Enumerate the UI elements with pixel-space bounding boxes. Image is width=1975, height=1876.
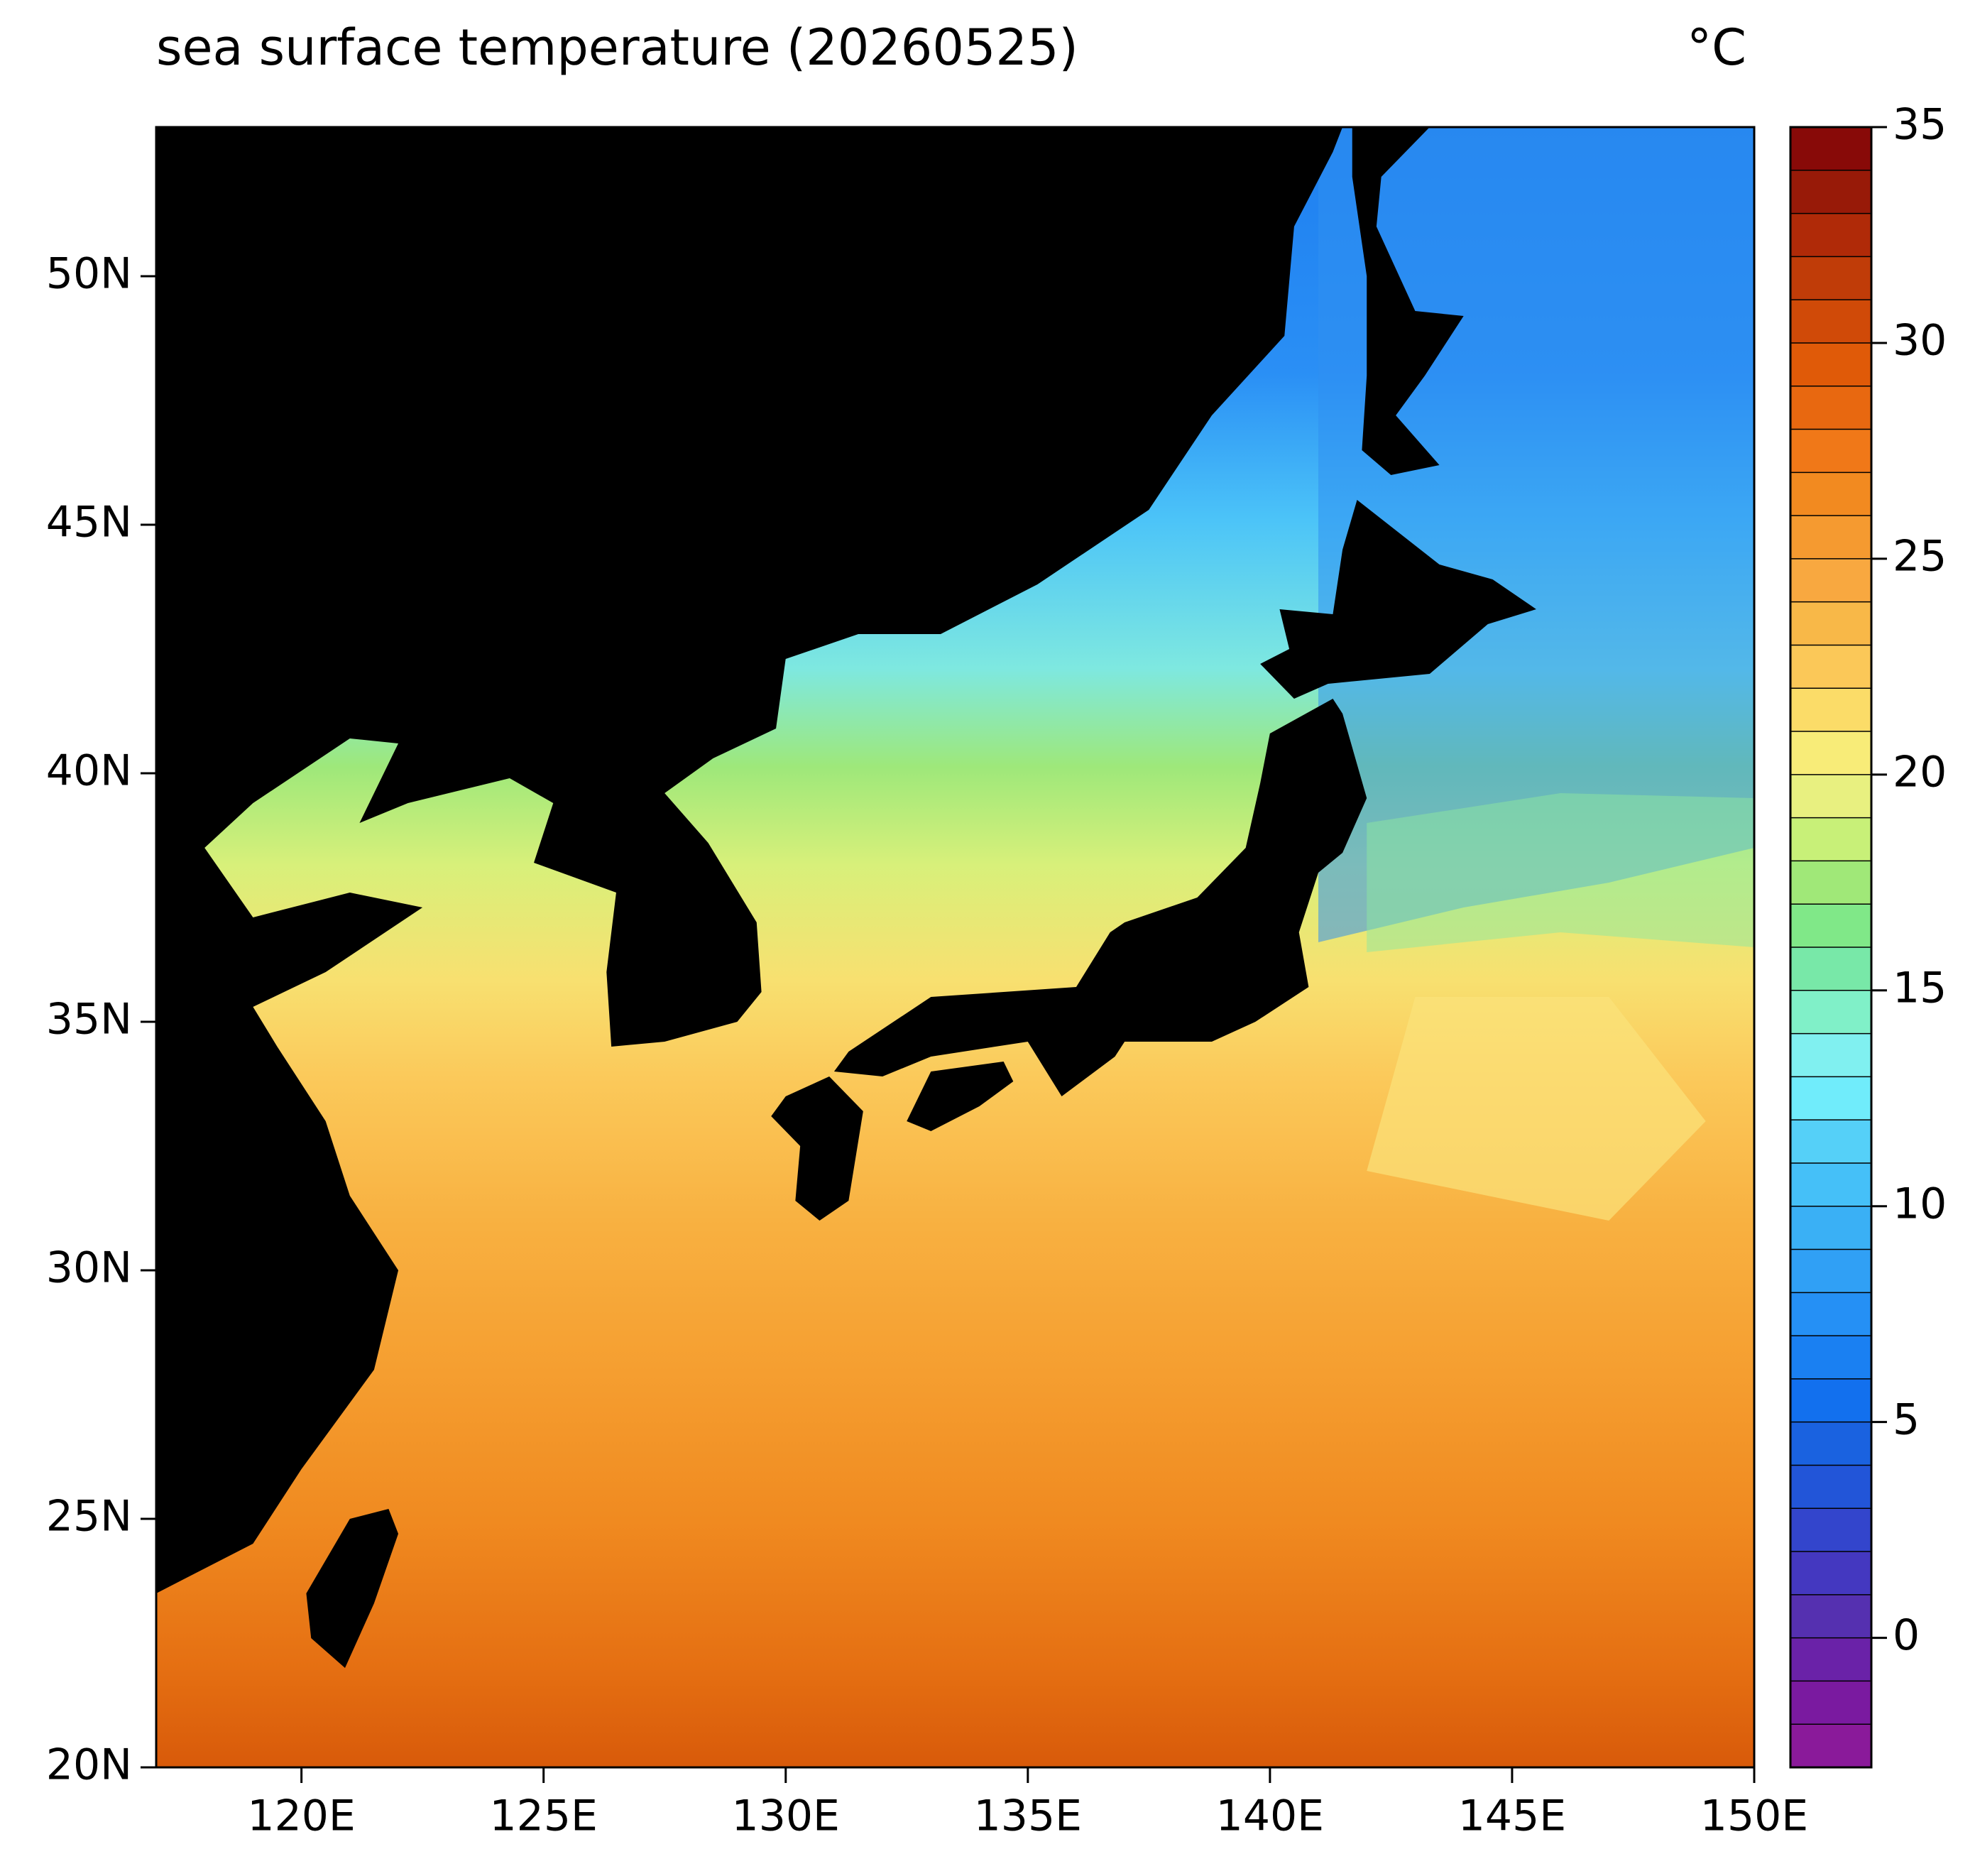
y-tick-label: 25N: [46, 1492, 132, 1542]
land: [306, 1509, 399, 1668]
colorbar-level: [1790, 342, 1871, 387]
colorbar-level: [1790, 256, 1871, 300]
colorbar-level: [1790, 731, 1871, 775]
colorbar-level: [1790, 1681, 1871, 1725]
colorbar-tick-label: 20: [1893, 747, 1947, 797]
colorbar-level: [1790, 1594, 1871, 1639]
chart-title: sea surface temperature (20260525): [156, 18, 1078, 77]
colorbar-level: [1790, 817, 1871, 861]
colorbar-unit: °C: [1687, 18, 1746, 77]
x-tick-label: 130E: [732, 1792, 840, 1841]
colorbar-level: [1790, 947, 1871, 991]
x-tick-label: 135E: [974, 1792, 1082, 1841]
colorbar-tick-label: 35: [1893, 100, 1947, 150]
x-tick-label: 140E: [1216, 1792, 1324, 1841]
colorbar-level: [1790, 1336, 1871, 1380]
map-area: [156, 127, 1754, 1767]
colorbar-level: [1790, 1551, 1871, 1596]
colorbar-level: [1790, 1292, 1871, 1336]
colorbar-tick-label: 5: [1893, 1395, 1920, 1444]
colorbar-level: [1790, 1033, 1871, 1077]
colorbar-level: [1790, 558, 1871, 603]
y-tick-label: 45N: [46, 498, 132, 547]
warm-eddy: [1367, 997, 1706, 1221]
land: [156, 127, 1343, 1593]
x-tick-label: 150E: [1700, 1792, 1808, 1841]
land: [833, 699, 1367, 1096]
x-tick-label: 120E: [247, 1792, 355, 1841]
map-shapes: [156, 127, 1754, 1668]
colorbar-level: [1790, 516, 1871, 560]
y-tick-label: 40N: [46, 746, 132, 796]
land: [1260, 500, 1536, 699]
land: [771, 1076, 863, 1221]
colorbar-level: [1790, 645, 1871, 689]
colorbar-level: [1790, 1206, 1871, 1250]
colorbar-level: [1790, 774, 1871, 819]
colorbar-level: [1790, 1724, 1871, 1768]
colorbar-tick-label: 30: [1893, 316, 1947, 366]
y-tick-label: 30N: [46, 1243, 132, 1293]
colorbar-level: [1790, 127, 1871, 171]
colorbar-level: [1790, 1076, 1871, 1120]
colorbar-frame: [1789, 126, 1873, 1769]
colorbar-level: [1790, 386, 1871, 430]
colorbar-level: [1790, 213, 1871, 257]
land: [907, 1062, 1014, 1131]
colorbar-level: [1790, 300, 1871, 344]
colorbar-level: [1790, 1249, 1871, 1293]
colorbar-level: [1790, 1378, 1871, 1423]
colorbar-level: [1790, 904, 1871, 948]
x-tick-label: 125E: [489, 1792, 597, 1841]
land: [1352, 127, 1464, 475]
y-tick-label: 20N: [46, 1740, 132, 1790]
y-tick-label: 50N: [46, 249, 132, 299]
colorbar-level: [1790, 1465, 1871, 1509]
x-tick-label: 145E: [1458, 1792, 1566, 1841]
colorbar-level: [1790, 1637, 1871, 1681]
colorbar-tick-label: 10: [1893, 1179, 1947, 1228]
y-tick-label: 35N: [46, 995, 132, 1045]
colorbar-tick-label: 15: [1893, 963, 1947, 1013]
colorbar-level: [1790, 1422, 1871, 1466]
colorbar-level: [1790, 1120, 1871, 1164]
colorbar-level: [1790, 1508, 1871, 1552]
colorbar-level: [1790, 861, 1871, 905]
colorbar-level: [1790, 170, 1871, 214]
colorbar-level: [1790, 429, 1871, 473]
colorbar-tick-label: 0: [1893, 1610, 1920, 1660]
colorbar-tick-label: 25: [1893, 531, 1947, 581]
colorbar-level: [1790, 601, 1871, 645]
plot-frame: [155, 126, 1756, 1769]
colorbar-level: [1790, 688, 1871, 732]
colorbar-level: [1790, 1162, 1871, 1207]
transition-water: [1367, 793, 1754, 952]
colorbar-level: [1790, 990, 1871, 1035]
colorbar-level: [1790, 472, 1871, 516]
